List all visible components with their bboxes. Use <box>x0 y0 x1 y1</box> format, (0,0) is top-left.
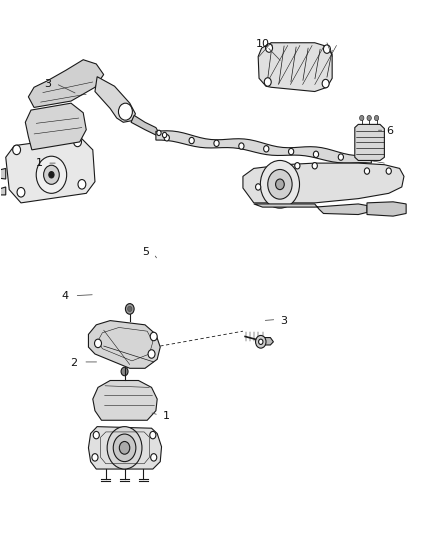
Text: 3: 3 <box>280 316 287 326</box>
Circle shape <box>386 168 391 174</box>
Circle shape <box>289 148 294 155</box>
Circle shape <box>312 163 318 169</box>
Polygon shape <box>243 163 404 203</box>
Text: 4: 4 <box>62 290 69 301</box>
Circle shape <box>258 339 263 344</box>
Circle shape <box>113 434 136 462</box>
Circle shape <box>360 115 364 120</box>
Circle shape <box>92 454 98 461</box>
Polygon shape <box>28 60 104 108</box>
Circle shape <box>164 135 170 141</box>
Circle shape <box>95 339 102 348</box>
Circle shape <box>322 79 329 88</box>
Polygon shape <box>254 204 367 215</box>
Polygon shape <box>0 187 6 195</box>
Circle shape <box>374 115 379 120</box>
Text: 1: 1 <box>162 411 170 421</box>
Circle shape <box>150 332 157 341</box>
Circle shape <box>255 335 266 348</box>
Circle shape <box>121 367 128 376</box>
Circle shape <box>125 304 134 314</box>
Circle shape <box>214 140 219 147</box>
Polygon shape <box>355 124 385 160</box>
Circle shape <box>157 130 161 135</box>
Circle shape <box>260 160 300 208</box>
Circle shape <box>36 156 67 193</box>
Circle shape <box>118 103 132 120</box>
Circle shape <box>78 180 86 189</box>
Text: 1: 1 <box>36 158 43 168</box>
Polygon shape <box>259 337 273 345</box>
Text: 5: 5 <box>142 247 149 257</box>
Circle shape <box>367 115 371 120</box>
Circle shape <box>313 151 318 158</box>
Polygon shape <box>88 320 160 368</box>
Polygon shape <box>131 115 159 135</box>
Polygon shape <box>95 77 135 122</box>
Polygon shape <box>6 136 95 203</box>
Circle shape <box>323 45 330 53</box>
Circle shape <box>151 454 157 461</box>
Polygon shape <box>367 202 406 216</box>
Circle shape <box>189 138 194 144</box>
Text: 6: 6 <box>387 126 394 136</box>
Circle shape <box>127 306 132 312</box>
Polygon shape <box>0 168 6 179</box>
Circle shape <box>264 146 269 152</box>
Circle shape <box>49 172 54 178</box>
Circle shape <box>239 143 244 149</box>
Circle shape <box>264 78 271 86</box>
Circle shape <box>13 145 21 155</box>
Circle shape <box>17 188 25 197</box>
Text: 3: 3 <box>44 78 51 88</box>
Polygon shape <box>258 43 332 92</box>
Circle shape <box>276 179 284 190</box>
Circle shape <box>93 431 99 439</box>
Circle shape <box>44 165 59 184</box>
Polygon shape <box>93 381 157 420</box>
Polygon shape <box>88 426 162 469</box>
Circle shape <box>148 350 155 358</box>
Circle shape <box>268 169 292 199</box>
Circle shape <box>119 441 130 454</box>
Circle shape <box>255 184 261 190</box>
Text: 2: 2 <box>71 358 78 368</box>
Text: 10: 10 <box>255 39 269 49</box>
Circle shape <box>295 163 300 169</box>
Circle shape <box>162 132 167 138</box>
Circle shape <box>74 137 81 147</box>
Polygon shape <box>25 103 86 150</box>
Circle shape <box>364 168 370 174</box>
Circle shape <box>338 154 343 160</box>
Circle shape <box>265 44 272 52</box>
Circle shape <box>107 426 142 469</box>
Circle shape <box>150 431 156 439</box>
Polygon shape <box>156 131 371 163</box>
